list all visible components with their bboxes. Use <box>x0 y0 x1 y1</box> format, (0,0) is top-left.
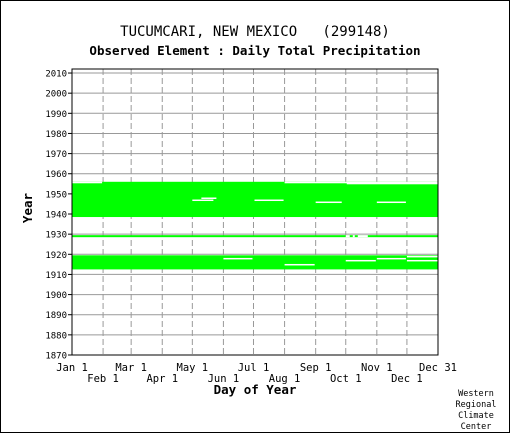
chart-subtitle: Observed Element : Daily Total Precipita… <box>89 43 421 58</box>
y-tick-label: 1910 <box>45 271 67 281</box>
x-tick-label: Nov 1 <box>361 362 393 374</box>
data-block <box>72 181 438 218</box>
data-gap <box>315 201 342 204</box>
credit-line: Climate <box>458 411 494 421</box>
y-tick-label: 1870 <box>45 352 67 362</box>
data-gap <box>406 259 438 262</box>
y-tick-label: 1930 <box>45 231 67 241</box>
y-tick-label: 1950 <box>45 190 67 200</box>
y-tick-label: 1960 <box>45 170 67 180</box>
data-block <box>72 255 438 270</box>
x-tick-label: Feb 1 <box>87 373 119 385</box>
x-tick-label: Jan 1 <box>56 362 88 374</box>
x-axis-label: Day of Year <box>214 382 297 397</box>
x-tick-label: Dec 1 <box>391 373 423 385</box>
data-gap <box>352 235 355 238</box>
data-gap <box>72 181 103 184</box>
x-tick-label: Apr 1 <box>146 373 178 385</box>
credit-block: Western Regional Climate Center <box>448 389 504 433</box>
x-tick-label: Sep 1 <box>300 362 332 374</box>
y-tick-label: 1970 <box>45 150 67 160</box>
x-tick-label: Dec 31 <box>419 362 457 374</box>
chart-title: TUCUMCARI, NEW MEXICO (299148) <box>120 24 390 40</box>
x-tick-label: Jun 1 <box>208 373 240 385</box>
y-tick-label: 1900 <box>45 291 67 301</box>
data-gap <box>346 182 438 185</box>
data-gap <box>345 235 350 238</box>
y-axis-label: Year <box>20 192 35 223</box>
x-tick-label: Oct 1 <box>330 373 362 385</box>
credit-line: Western <box>458 389 494 399</box>
y-tick-label: 1920 <box>45 251 67 261</box>
data-blocks <box>72 181 438 270</box>
y-tick-label: 1980 <box>45 130 67 140</box>
data-gap <box>223 257 253 260</box>
tick-labels: 2010 2000 1990 1980 1970 1960 1950 1940 1930 1920… <box>45 70 457 385</box>
y-tick-label: 1940 <box>45 211 67 221</box>
data-gap <box>376 257 406 260</box>
x-tick-label: May 1 <box>177 362 209 374</box>
y-tick-label: 1990 <box>45 110 67 120</box>
y-tick-label: 1890 <box>45 311 67 321</box>
y-tick-label: 2010 <box>45 70 67 80</box>
data-gap <box>254 199 284 202</box>
data-gap <box>201 197 217 199</box>
data-block <box>72 235 438 238</box>
x-tick-label: Aug 1 <box>269 373 301 385</box>
data-gaps <box>72 181 438 266</box>
data-gap <box>284 181 438 184</box>
data-gap <box>345 259 376 262</box>
credit-line: Center <box>460 422 492 432</box>
data-gap <box>357 235 368 238</box>
plot-area-border <box>71 68 439 356</box>
credit-line: Regional <box>455 400 497 410</box>
y-tick-label: 1880 <box>45 331 67 341</box>
y-tick-label: 2000 <box>45 90 67 100</box>
data-gap <box>376 201 406 204</box>
x-tick-label: Mar 1 <box>115 362 147 374</box>
data-gap <box>284 263 315 266</box>
data-gap <box>406 255 438 258</box>
data-gap <box>192 199 214 202</box>
x-tick-label: Jul 1 <box>238 362 270 374</box>
